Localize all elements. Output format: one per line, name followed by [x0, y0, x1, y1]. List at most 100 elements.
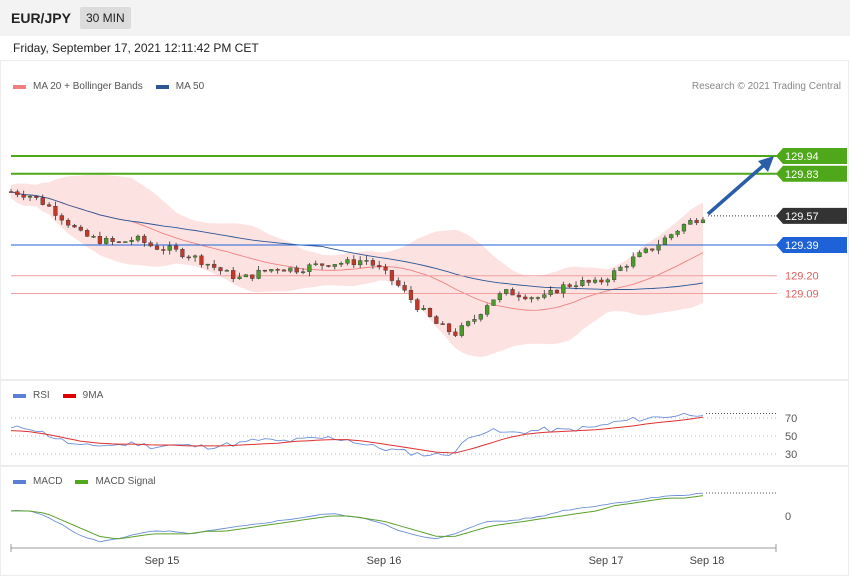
candle-body	[173, 245, 179, 250]
projection-arrow-shaft	[706, 163, 766, 216]
main-panel-frame	[0, 60, 849, 380]
candle-body	[377, 265, 382, 268]
candle-body	[573, 285, 579, 287]
candle-body	[205, 263, 210, 266]
candle-body	[269, 269, 274, 272]
candle-body	[472, 319, 477, 322]
candle-body	[592, 279, 598, 283]
candle-body	[186, 256, 191, 259]
candle-body	[180, 249, 185, 258]
candle-body	[142, 235, 147, 243]
legend-macd-signal-label: MACD Signal	[95, 476, 156, 487]
candle-body	[294, 267, 299, 273]
candle-body	[421, 308, 426, 310]
candle-body	[116, 241, 122, 243]
candle-body	[34, 196, 39, 198]
candle-body	[389, 270, 395, 281]
chart-datetime: Friday, September 17, 2021 12:11:42 PM C…	[13, 41, 259, 55]
candle-body	[212, 263, 217, 268]
candle-body	[161, 249, 166, 251]
macd-signal-line	[11, 495, 704, 540]
candle-body	[237, 276, 242, 279]
candle-body	[46, 204, 52, 207]
legend-macd-label: MACD	[33, 476, 63, 487]
candle-body	[561, 284, 566, 294]
candle-body	[643, 248, 648, 253]
timeframe-badge[interactable]: 30 MIN	[80, 7, 131, 29]
candle-body	[345, 259, 350, 264]
candle-body	[256, 269, 261, 279]
candle-body	[700, 219, 706, 224]
main-price-panel: 129.94 129.83 129.57 129.39 129.20 129.09	[8, 148, 847, 357]
candle-body	[85, 230, 90, 237]
candle-body	[491, 299, 496, 306]
candle-body	[529, 297, 534, 300]
level-pivot-3-tag	[776, 237, 847, 253]
level-support-4-label: 129.20	[785, 271, 819, 283]
legend-ma20: MA 20 + Bollinger Bands	[13, 81, 143, 92]
candle-body	[567, 284, 572, 287]
candle-body	[123, 241, 128, 243]
candle-body	[605, 279, 610, 283]
level-support-5-label: 129.09	[785, 289, 819, 301]
candle-body	[554, 289, 560, 294]
credit-text: Research © 2021 Trading Central	[691, 81, 841, 92]
candle-body	[465, 321, 471, 326]
candle-body	[364, 260, 369, 262]
x-axis: Sep 15 Sep 16 Sep 17 Sep 18	[10, 544, 777, 567]
candle-body	[510, 289, 515, 296]
candle-body	[78, 226, 83, 231]
projection-arrow-head	[758, 156, 774, 172]
level-current-2-label: 129.57	[785, 211, 819, 223]
candle-body	[27, 196, 33, 198]
rsi-line	[10, 412, 704, 457]
legend-rsi: RSI	[13, 390, 50, 401]
rsi-panel: 70 50 30	[10, 412, 797, 461]
x-tick-label: Sep 16	[367, 555, 402, 567]
candle-body	[224, 270, 229, 272]
macd-legend: MACD MACD Signal	[13, 476, 168, 487]
candle-body	[656, 244, 661, 251]
candle-body	[504, 289, 509, 294]
legend-ma20-swatch	[13, 84, 26, 89]
legend-macd-signal-swatch	[75, 479, 89, 484]
candle-body	[135, 235, 141, 241]
candle-body	[199, 255, 204, 265]
legend-ma50: MA 50	[155, 81, 204, 92]
ma50-line	[10, 191, 704, 291]
legend-rsi-ma-swatch	[62, 393, 76, 398]
candle-body	[15, 191, 20, 196]
candle-body	[580, 279, 585, 286]
candle-body	[110, 238, 115, 242]
candle-body	[612, 270, 617, 280]
candle-body	[154, 245, 160, 250]
legend-ma20-label: MA 20 + Bollinger Bands	[33, 81, 143, 92]
title-bar	[0, 0, 850, 36]
candle-body	[402, 285, 407, 291]
candle-body	[40, 197, 45, 205]
x-tick-label: Sep 18	[690, 555, 725, 567]
main-legend: MA 20 + Bollinger Bands MA 50	[13, 81, 217, 92]
candle-body	[313, 263, 318, 265]
candle-body	[21, 194, 26, 198]
candle-body	[427, 308, 433, 317]
rsi-panel-frame	[0, 380, 849, 466]
candle-body	[624, 266, 629, 268]
candle-body	[523, 296, 528, 300]
candle-body	[243, 274, 249, 278]
rsi-tick-50: 50	[785, 431, 797, 443]
candle-body	[72, 224, 77, 228]
candle-body	[339, 263, 344, 265]
legend-rsi-label: RSI	[33, 390, 50, 401]
level-resistance-1-tag	[776, 165, 847, 182]
candle-body	[415, 299, 420, 310]
candle-body	[167, 245, 172, 251]
candle-body	[326, 265, 331, 267]
candle-body	[453, 331, 458, 336]
macd-panel: 0	[10, 492, 791, 543]
legend-rsi-ma: 9MA	[62, 390, 103, 401]
level-resistance-0-label: 129.94	[785, 151, 819, 163]
candle-body	[351, 259, 356, 266]
legend-macd: MACD	[13, 476, 62, 487]
